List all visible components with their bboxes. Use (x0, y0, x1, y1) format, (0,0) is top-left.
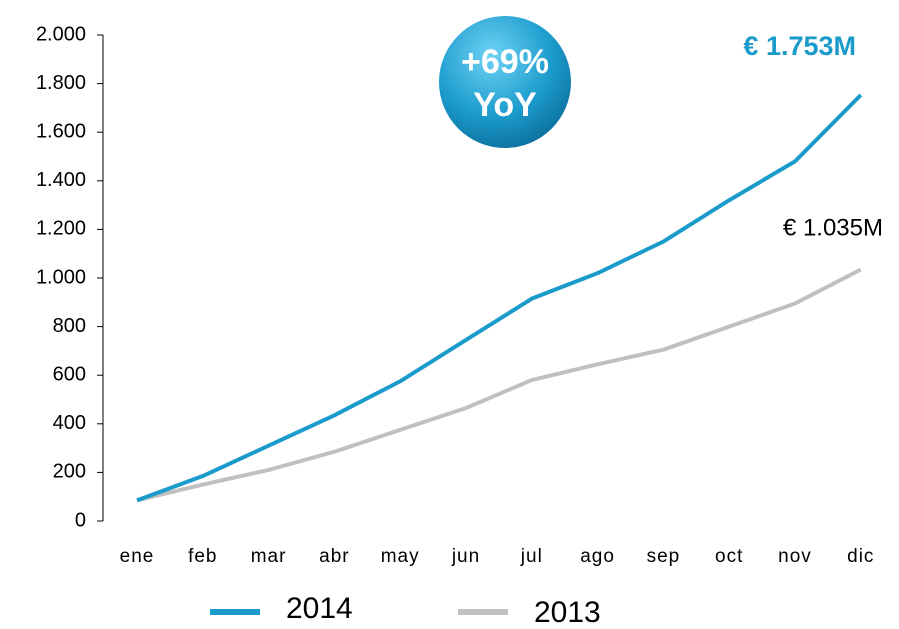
x-tick-label: ago (580, 546, 615, 567)
y-tick-label: 800 (53, 315, 86, 337)
x-tick-label: mar (251, 546, 287, 567)
legend-label: 2014 (286, 592, 353, 625)
y-tick-label: 1.200 (36, 218, 86, 240)
x-tick-label: dic (847, 546, 874, 567)
series-line (136, 93, 863, 503)
y-tick-label: 200 (53, 461, 86, 483)
x-tick-label: ene (120, 546, 155, 567)
y-tick-label: 1.600 (36, 120, 86, 142)
yoy-badge (439, 16, 571, 148)
annotation: YoY (473, 86, 537, 124)
y-tick-label: 1.400 (36, 169, 86, 191)
x-tick-label: abr (319, 546, 349, 567)
x-tick-label: feb (188, 546, 217, 567)
y-tick-label: 1.800 (36, 72, 86, 94)
y-tick-label: 400 (53, 412, 86, 434)
y-tick-label: 0 (75, 509, 86, 531)
x-tick-label: oct (715, 546, 743, 567)
annotation: +69% (461, 43, 549, 81)
series-line (136, 267, 862, 503)
legend-label: 2013 (534, 596, 601, 629)
x-tick-label: may (381, 546, 420, 567)
x-tick-label: jul (520, 546, 543, 567)
x-tick-label: jun (451, 546, 480, 567)
y-tick-label: 600 (53, 363, 86, 385)
y-tick-label: 1.000 (36, 266, 86, 288)
y-tick-label: 2.000 (36, 23, 86, 45)
x-tick-label: nov (778, 546, 812, 567)
annotation: € 1.753M (743, 31, 856, 61)
annotation: € 1.035M (783, 214, 883, 241)
x-tick-label: sep (647, 546, 681, 567)
